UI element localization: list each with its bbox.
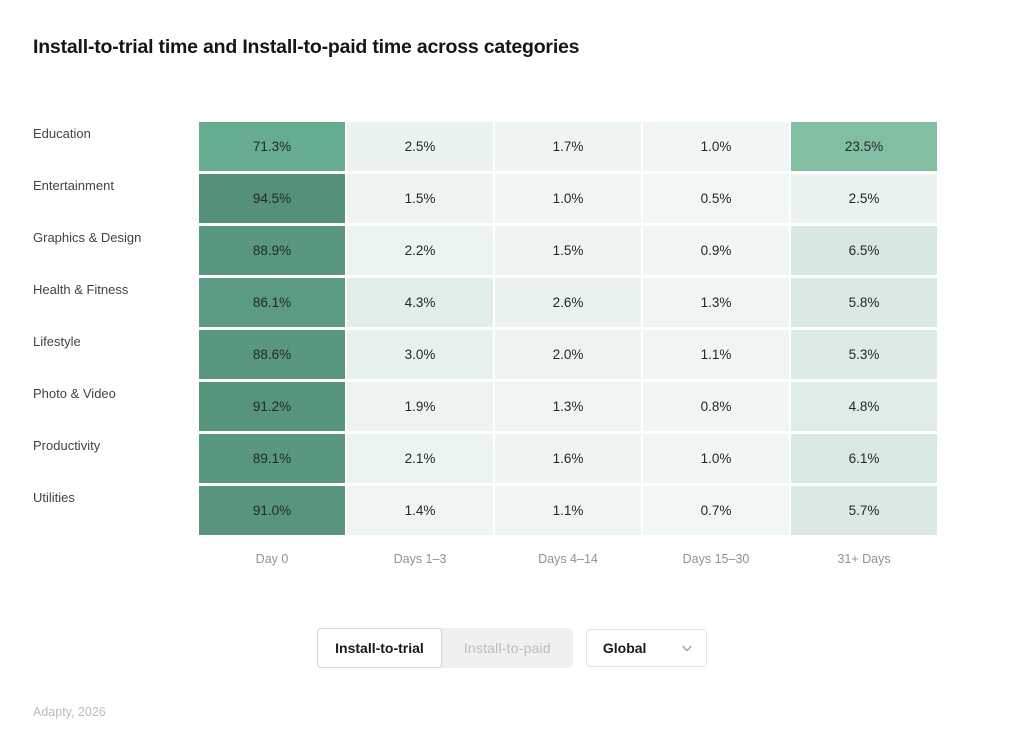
heatmap-cell: 2.1% (347, 434, 493, 483)
row-label: Entertainment (33, 178, 114, 193)
heatmap-cell: 1.3% (643, 278, 789, 327)
column-label: 31+ Days (837, 552, 891, 566)
heatmap-grid: Education 71.3% 2.5% 1.7% 1.0% 23.5% Entertain… (33, 122, 937, 535)
row-label: Productivity (33, 438, 101, 453)
heatmap-cell: 3.0% (347, 330, 493, 379)
tab-install-to-trial[interactable]: Install-to-trial (317, 628, 442, 668)
region-dropdown-value: Global (602, 640, 647, 656)
heatmap-cell: 1.6% (495, 434, 641, 483)
heatmap-cell: 6.1% (791, 434, 937, 483)
heatmap-cell: 1.1% (643, 330, 789, 379)
heatmap-cell: 94.5% (199, 174, 345, 223)
row-label: Lifestyle (33, 334, 81, 349)
heatmap-cell: 2.6% (495, 278, 641, 327)
heatmap-cell: 1.9% (347, 382, 493, 431)
heatmap-cell: 1.1% (495, 486, 641, 535)
chart-title: Install-to-trial time and Install-to-pai… (33, 36, 580, 58)
heatmap-cell: 89.1% (199, 434, 345, 483)
column-labels: Day 0 Days 1–3 Days 4–14 Days 15–30 31+ Days (199, 552, 937, 566)
heatmap-cell: 1.0% (643, 434, 789, 483)
heatmap-cell: 1.0% (495, 174, 641, 223)
column-label: Days 15–30 (682, 552, 750, 566)
tab-install-to-paid[interactable]: Install-to-paid (442, 628, 573, 668)
column-label: Days 1–3 (393, 552, 447, 566)
heatmap-cell: 5.7% (791, 486, 937, 535)
chevron-down-icon (682, 645, 692, 652)
column-label: Day 0 (255, 552, 289, 566)
heatmap-cell: 2.2% (347, 226, 493, 275)
controls-bar: Install-to-trial Install-to-paid Global (0, 628, 1024, 668)
heatmap-cell: 2.5% (347, 122, 493, 171)
heatmap-cell: 2.0% (495, 330, 641, 379)
heatmap-cell: 2.5% (791, 174, 937, 223)
source-credit: Adapty, 2026 (33, 705, 106, 719)
heatmap-cell: 6.5% (791, 226, 937, 275)
heatmap-cell: 71.3% (199, 122, 345, 171)
heatmap-cell: 1.0% (643, 122, 789, 171)
column-label: Days 4–14 (538, 552, 598, 566)
heatmap-cell: 88.6% (199, 330, 345, 379)
heatmap-cell: 5.3% (791, 330, 937, 379)
metric-toggle[interactable]: Install-to-trial Install-to-paid (317, 628, 573, 668)
heatmap-cell: 91.2% (199, 382, 345, 431)
heatmap-cell: 1.7% (495, 122, 641, 171)
heatmap-cell: 1.4% (347, 486, 493, 535)
row-label: Photo & Video (33, 386, 116, 401)
row-label: Education (33, 126, 91, 141)
row-label: Health & Fitness (33, 282, 129, 297)
heatmap-cell: 0.7% (643, 486, 789, 535)
heatmap-cell: 0.8% (643, 382, 789, 431)
heatmap-cell: 1.5% (495, 226, 641, 275)
heatmap-cell: 1.5% (347, 174, 493, 223)
heatmap-cell: 88.9% (199, 226, 345, 275)
heatmap-cell: 4.8% (791, 382, 937, 431)
row-label: Utilities (33, 490, 75, 505)
heatmap-cell: 0.9% (643, 226, 789, 275)
heatmap-cell: 5.8% (791, 278, 937, 327)
heatmap-cell: 86.1% (199, 278, 345, 327)
heatmap-cell: 91.0% (199, 486, 345, 535)
row-label: Graphics & Design (33, 230, 142, 245)
heatmap-cell: 1.3% (495, 382, 641, 431)
region-dropdown[interactable]: Global (585, 629, 707, 667)
heatmap-cell: 4.3% (347, 278, 493, 327)
heatmap-cell: 23.5% (791, 122, 937, 171)
heatmap-cell: 0.5% (643, 174, 789, 223)
